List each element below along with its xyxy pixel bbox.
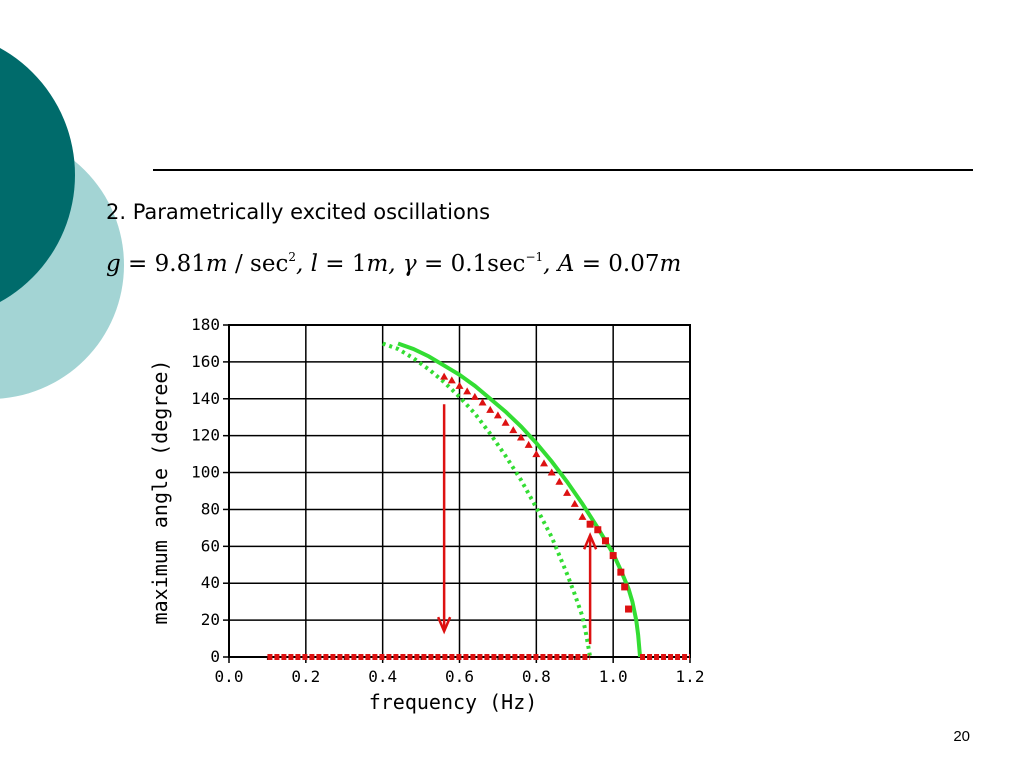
frequency-response-chart: 0.0 0.2 0.4 0.6 0.8 1.0 1.2 0 20 40 60 80 100 120 140 1…	[148, 315, 704, 714]
formula-gamma-label: , γ	[388, 251, 417, 277]
formula-l-label: , l	[295, 251, 318, 277]
x-tick-label: 0.2	[291, 667, 320, 686]
red-square-point	[625, 605, 633, 613]
formula-g-exponent: 2	[288, 250, 296, 264]
formula-a-value: = 0.07	[574, 251, 660, 277]
grid-lines	[223, 324, 691, 663]
green-solid-curve	[397, 341, 643, 658]
y-tick-label: 40	[201, 573, 220, 592]
red-triangle-point	[509, 426, 518, 434]
formula-gamma-exponent: −1	[525, 250, 544, 264]
red-triangle-point	[516, 433, 525, 441]
red-triangle-point	[540, 459, 549, 467]
red-square-point	[609, 552, 617, 560]
red-triangle-point	[486, 405, 495, 413]
red-triangle-point	[493, 411, 502, 419]
x-axis-title: frequency (Hz)	[369, 690, 538, 714]
red-triangle-point	[524, 440, 533, 448]
tick-labels: 0.0 0.2 0.4 0.6 0.8 1.0 1.2 0 20 40 60 80 100 120 140 1…	[191, 315, 704, 686]
y-tick-label: 160	[191, 352, 220, 371]
red-triangle-point	[547, 468, 556, 476]
x-tick-label: 1.0	[599, 667, 628, 686]
parameter-formula: g = 9.81m / sec2, l = 1m, γ = 0.1sec−1, …	[106, 250, 681, 277]
red-triangle-point	[563, 488, 572, 496]
formula-a-unit: m	[659, 251, 682, 277]
red-triangle-point	[455, 381, 464, 389]
data-series	[267, 341, 690, 660]
red-triangle-point	[555, 477, 564, 485]
red-triangle-point	[463, 387, 472, 395]
page-number: 20	[953, 728, 970, 745]
x-tick-label: 0.6	[445, 667, 474, 686]
red-triangle-point	[440, 372, 449, 380]
annotation-arrows	[436, 404, 598, 645]
red-triangle-point	[470, 392, 479, 400]
up-arrow-head	[582, 532, 598, 550]
y-tick-label: 60	[201, 536, 220, 555]
red-square-point	[594, 526, 602, 534]
formula-gamma-value: = 0.1sec	[416, 251, 526, 277]
formula-g-unit: m	[205, 251, 228, 277]
formula-g-label: g	[106, 251, 121, 277]
dark-teal-circle	[0, 48, 75, 302]
formula-l-unit: m	[366, 251, 389, 277]
y-tick-label: 80	[201, 499, 220, 518]
y-axis-title: maximum angle (degree)	[148, 360, 172, 625]
formula-g-value: = 9.81	[120, 251, 206, 277]
slide-subtitle: 2. Parametrically excited oscillations	[106, 200, 491, 224]
red-square-point	[621, 583, 629, 591]
down-arrow-head	[436, 616, 452, 635]
y-tick-label: 0	[210, 647, 220, 666]
formula-g-unit-tail: / sec	[227, 251, 289, 277]
red-square-point	[601, 537, 609, 545]
y-tick-label: 100	[191, 463, 220, 482]
y-tick-label: 180	[191, 315, 220, 334]
y-tick-label: 20	[201, 610, 220, 629]
green-dotted-curve	[381, 341, 593, 658]
formula-l-value: = 1	[317, 251, 367, 277]
red-triangle-point	[447, 376, 456, 384]
red-square-point	[586, 520, 594, 528]
red-triangle-point	[532, 450, 541, 458]
red-triangle-point	[578, 512, 587, 520]
x-tick-label: 0.4	[368, 667, 397, 686]
title-rule	[153, 169, 973, 171]
red-triangle-point	[478, 398, 487, 406]
x-tick-label: 0.8	[522, 667, 551, 686]
x-tick-label: 0.0	[215, 667, 244, 686]
red-square-point	[617, 568, 625, 576]
red-triangle-point	[501, 418, 510, 426]
x-tick-label: 1.2	[676, 667, 705, 686]
slide-decoration	[0, 48, 124, 399]
red-triangle-point	[570, 499, 579, 507]
y-tick-label: 120	[191, 426, 220, 445]
y-tick-label: 140	[191, 389, 220, 408]
formula-a-label: , A	[543, 251, 575, 277]
